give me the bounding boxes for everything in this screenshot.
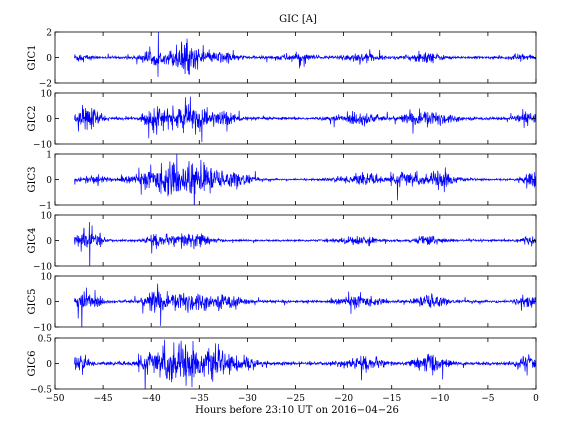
x-tick-label: −25	[286, 394, 305, 404]
y-tick-label: 0	[46, 176, 52, 186]
y-tick-label: −1	[39, 202, 52, 212]
series-line-gic5	[73, 283, 536, 327]
series-line-gic6	[73, 339, 536, 389]
y-tick-label: 0	[46, 115, 52, 125]
y-tick-label: −10	[33, 263, 52, 273]
y-tick-label: −0.5	[30, 386, 52, 396]
y-tick-label: 1	[46, 151, 52, 161]
y-tick-label: −10	[33, 324, 52, 334]
panel-5: 10 0 −10 GIC5	[27, 273, 537, 334]
y-tick-label: 0	[46, 298, 52, 308]
y-axis-label-gic6: GIC6	[27, 351, 38, 377]
y-axis-label-gic1: GIC1	[27, 45, 38, 71]
x-tick-label: −10	[430, 394, 449, 404]
y-tick-label: 10	[41, 212, 53, 222]
y-tick-label: 0	[46, 237, 52, 247]
x-tick-label: −5	[481, 394, 495, 404]
x-tick-label: −20	[334, 394, 353, 404]
x-tick-label: 0	[533, 394, 539, 404]
y-tick-label: 0	[46, 360, 52, 370]
y-axis-label-gic2: GIC2	[27, 106, 38, 132]
panel-4: 10 0 −10 GIC4	[27, 212, 537, 273]
y-tick-label: −2	[39, 80, 52, 90]
x-tick-label: −50	[46, 394, 65, 404]
y-axis-label-gic5: GIC5	[27, 289, 38, 315]
x-tick-label: −15	[382, 394, 401, 404]
y-tick-label: 0.5	[38, 335, 53, 345]
x-tick-label: −45	[94, 394, 113, 404]
chart-title: GIC [A]	[279, 14, 317, 25]
y-axis-label-gic3: GIC3	[27, 167, 38, 193]
y-tick-label: 2	[46, 29, 52, 39]
panel-2: 10 0 −10 GIC2	[27, 90, 537, 151]
y-tick-label: 0	[46, 54, 52, 64]
x-tick-label: −35	[190, 394, 209, 404]
x-tick-label: −30	[238, 394, 257, 404]
series-line-gic4	[73, 221, 536, 266]
y-tick-label: 10	[41, 90, 53, 100]
y-tick-label: 10	[41, 273, 53, 283]
y-axis-label-gic4: GIC4	[27, 228, 38, 254]
series-line-gic2	[73, 96, 536, 143]
x-axis-label: Hours before 23:10 UT on 2016−04−26	[195, 405, 399, 416]
y-tick-label: −10	[33, 141, 52, 151]
series-line-gic3	[74, 154, 536, 205]
x-tick-label: −40	[142, 394, 161, 404]
panel-group: 20−2GIC1100−10GIC210−1GIC3100−10GIC4100−…	[27, 29, 539, 405]
series-line-gic1	[73, 32, 536, 77]
